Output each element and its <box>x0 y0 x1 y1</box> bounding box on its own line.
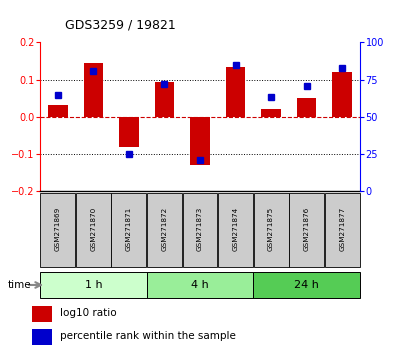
Text: GSM271875: GSM271875 <box>268 206 274 251</box>
FancyBboxPatch shape <box>147 272 253 298</box>
Text: 4 h: 4 h <box>191 280 209 290</box>
Bar <box>190 117 210 165</box>
FancyBboxPatch shape <box>182 193 218 268</box>
Bar <box>226 67 245 117</box>
FancyBboxPatch shape <box>40 193 75 268</box>
FancyBboxPatch shape <box>254 193 288 268</box>
Bar <box>32 329 52 345</box>
Bar <box>297 98 316 117</box>
FancyBboxPatch shape <box>253 272 360 298</box>
Text: GSM271869: GSM271869 <box>55 206 61 251</box>
FancyBboxPatch shape <box>147 193 182 268</box>
FancyBboxPatch shape <box>40 272 147 298</box>
Text: 24 h: 24 h <box>294 280 319 290</box>
Text: GSM271872: GSM271872 <box>162 206 168 251</box>
Bar <box>261 109 281 117</box>
Bar <box>84 63 103 117</box>
Bar <box>119 117 139 147</box>
FancyBboxPatch shape <box>289 193 324 268</box>
Text: GSM271874: GSM271874 <box>232 206 238 251</box>
Text: GSM271871: GSM271871 <box>126 206 132 251</box>
Text: GSM271873: GSM271873 <box>197 206 203 251</box>
FancyBboxPatch shape <box>76 193 111 268</box>
Text: GDS3259 / 19821: GDS3259 / 19821 <box>65 19 175 32</box>
FancyBboxPatch shape <box>112 193 146 268</box>
Bar <box>48 105 68 117</box>
Bar <box>332 72 352 117</box>
FancyBboxPatch shape <box>218 193 253 268</box>
FancyBboxPatch shape <box>325 193 360 268</box>
Text: time: time <box>8 280 32 290</box>
Text: GSM271870: GSM271870 <box>90 206 96 251</box>
Text: 1 h: 1 h <box>84 280 102 290</box>
Bar <box>32 306 52 321</box>
Text: percentile rank within the sample: percentile rank within the sample <box>60 331 236 341</box>
Text: GSM271876: GSM271876 <box>304 206 310 251</box>
Text: GSM271877: GSM271877 <box>339 206 345 251</box>
Bar <box>155 81 174 117</box>
Text: log10 ratio: log10 ratio <box>60 308 117 318</box>
